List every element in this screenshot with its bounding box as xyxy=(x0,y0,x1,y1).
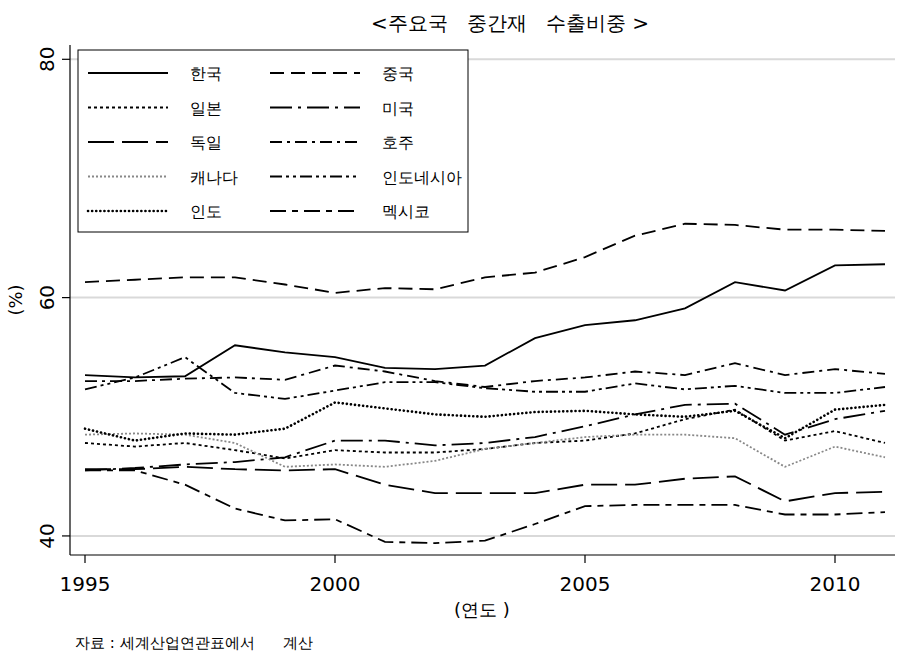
x-tick-label: 2010 xyxy=(810,572,861,596)
y-tick-label: 60 xyxy=(35,285,59,310)
x-tick xyxy=(584,555,585,563)
series-line xyxy=(85,264,885,377)
x-label: (연도 ) xyxy=(454,599,510,620)
grid-line xyxy=(70,297,895,299)
x-tick-label: 1995 xyxy=(60,572,111,596)
legend-label: 인도네시아 xyxy=(382,168,462,187)
legend-swatch xyxy=(270,107,360,109)
legend-box xyxy=(78,50,468,232)
x-tick-label: 2005 xyxy=(560,572,611,596)
legend: 한국 중국일본 미국독일 호주캐나다 인도네시아인도 멕시코 xyxy=(78,50,468,232)
legend-label: 미국 xyxy=(382,99,414,118)
legend-swatch xyxy=(270,72,360,74)
y-tick xyxy=(62,59,70,60)
series-line xyxy=(85,224,885,293)
series-line xyxy=(85,467,885,502)
legend-swatch xyxy=(88,210,168,213)
y-tick xyxy=(62,535,70,536)
title: <주요국 중간재 수출비중 > xyxy=(371,11,649,35)
legend-swatch xyxy=(88,176,168,178)
legend-swatch xyxy=(270,176,360,178)
series-line xyxy=(85,404,885,471)
legend-label: 중국 xyxy=(382,64,414,83)
x-tick xyxy=(84,555,85,563)
legend-label: 호주 xyxy=(382,133,414,152)
legend-label: 한국 xyxy=(190,64,222,83)
legend-swatch xyxy=(270,210,360,212)
legend-swatch xyxy=(270,141,360,143)
legend-swatch xyxy=(88,141,168,143)
y-tick-label: 80 xyxy=(35,47,59,72)
x-tick-label: 2000 xyxy=(310,572,361,596)
y-axis xyxy=(69,45,70,555)
plot-area xyxy=(85,224,885,543)
series-line xyxy=(85,357,885,399)
series-line xyxy=(85,402,885,440)
legend-label: 독일 xyxy=(190,133,222,152)
legend-label: 멕시코 xyxy=(382,202,430,221)
y-label: (%) xyxy=(5,284,26,315)
legend-label: 캐나다 xyxy=(190,168,238,187)
y-tick xyxy=(62,297,70,298)
x-tick xyxy=(334,555,335,563)
x-axis xyxy=(70,554,895,555)
series-line xyxy=(85,433,885,466)
x-tick xyxy=(834,555,835,563)
legend-label: 일본 xyxy=(190,99,222,118)
series-line xyxy=(85,363,885,387)
y-tick-label: 40 xyxy=(35,523,59,548)
legend-swatch xyxy=(88,72,168,74)
grid-line xyxy=(70,535,895,537)
source: 자료 : 세계산업연관표에서 계산 xyxy=(75,634,313,652)
legend-swatch xyxy=(88,107,168,109)
chart: <주요국 중간재 수출비중 > 40 60 80 1995 2000 2005 2010 (%)… xyxy=(0,0,924,662)
series-line xyxy=(85,470,885,543)
legend-label: 인도 xyxy=(190,202,222,221)
